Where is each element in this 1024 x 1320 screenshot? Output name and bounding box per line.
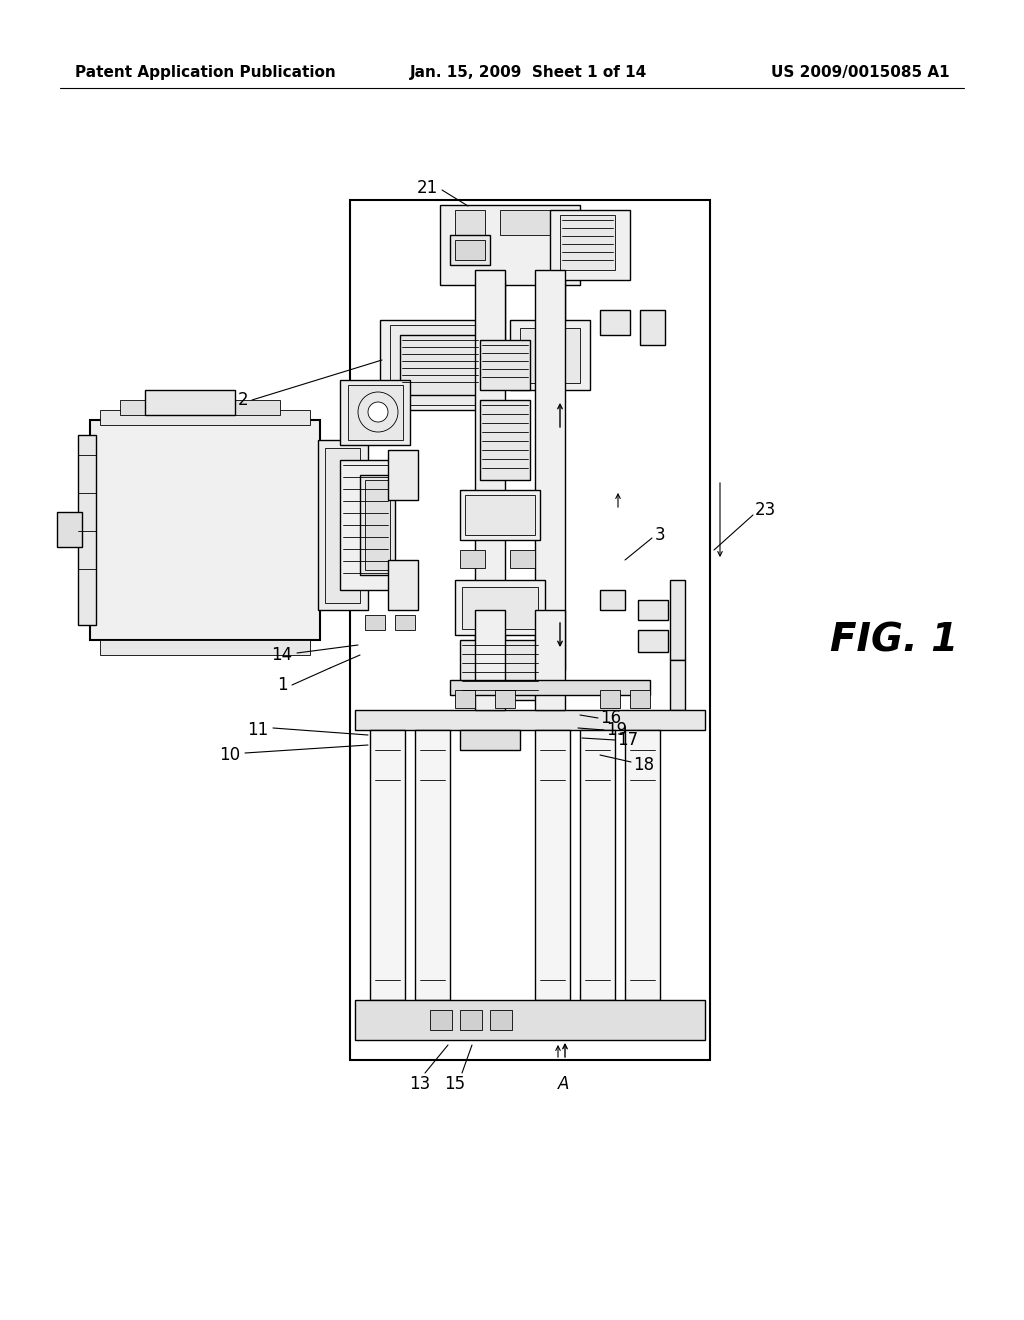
Bar bbox=[480, 341, 530, 389]
Bar bbox=[355, 710, 705, 730]
Text: Patent Application Publication: Patent Application Publication bbox=[75, 65, 336, 79]
Bar bbox=[325, 447, 360, 603]
Bar bbox=[100, 411, 310, 425]
Bar bbox=[520, 327, 580, 383]
Bar bbox=[550, 210, 630, 280]
Bar bbox=[360, 475, 395, 576]
Bar bbox=[230, 400, 280, 414]
Text: A: A bbox=[558, 1074, 569, 1093]
Bar bbox=[380, 319, 500, 411]
Text: 16: 16 bbox=[600, 709, 622, 727]
Bar bbox=[120, 400, 170, 414]
Bar bbox=[90, 420, 319, 640]
Bar bbox=[600, 690, 620, 708]
Bar bbox=[510, 319, 590, 389]
Bar bbox=[455, 579, 545, 635]
Bar bbox=[455, 240, 485, 260]
Bar bbox=[450, 680, 650, 696]
Text: 13: 13 bbox=[410, 1074, 431, 1093]
Text: 17: 17 bbox=[617, 731, 638, 748]
Text: 15: 15 bbox=[444, 1074, 466, 1093]
Bar bbox=[480, 280, 505, 341]
Bar bbox=[460, 730, 520, 750]
Bar bbox=[145, 389, 234, 414]
Text: 1: 1 bbox=[278, 676, 288, 694]
Bar bbox=[500, 210, 565, 235]
Bar bbox=[430, 1010, 452, 1030]
Text: 18: 18 bbox=[633, 756, 654, 774]
Bar bbox=[340, 459, 390, 590]
Bar bbox=[540, 280, 565, 341]
Text: 11: 11 bbox=[247, 721, 268, 739]
Bar bbox=[348, 385, 403, 440]
Circle shape bbox=[368, 403, 388, 422]
Bar bbox=[460, 490, 540, 540]
Bar bbox=[630, 690, 650, 708]
Text: Jan. 15, 2009  Sheet 1 of 14: Jan. 15, 2009 Sheet 1 of 14 bbox=[410, 65, 647, 79]
Bar bbox=[388, 450, 418, 500]
Text: 3: 3 bbox=[655, 525, 666, 544]
Text: 14: 14 bbox=[271, 645, 292, 664]
Bar bbox=[365, 615, 385, 630]
Bar bbox=[355, 1001, 705, 1040]
Bar bbox=[490, 1010, 512, 1030]
Text: US 2009/0015085 A1: US 2009/0015085 A1 bbox=[771, 65, 950, 79]
Bar bbox=[638, 601, 668, 620]
Text: 21: 21 bbox=[417, 180, 438, 197]
Bar bbox=[535, 610, 565, 710]
Bar bbox=[455, 690, 475, 708]
Bar bbox=[350, 201, 710, 1060]
Bar bbox=[580, 730, 615, 1001]
Bar bbox=[415, 730, 450, 1001]
Text: 19: 19 bbox=[606, 721, 627, 739]
Bar bbox=[575, 210, 600, 260]
Bar bbox=[465, 495, 535, 535]
Bar bbox=[600, 310, 630, 335]
Bar bbox=[460, 550, 485, 568]
Bar bbox=[340, 380, 410, 445]
Bar bbox=[625, 730, 660, 1001]
Bar bbox=[57, 512, 82, 546]
Bar bbox=[450, 235, 490, 265]
Bar bbox=[78, 436, 96, 624]
Bar bbox=[640, 310, 665, 345]
Bar bbox=[100, 640, 310, 655]
Bar bbox=[475, 610, 505, 710]
Bar bbox=[495, 690, 515, 708]
Bar bbox=[560, 215, 615, 271]
Bar bbox=[475, 271, 505, 671]
Bar bbox=[455, 210, 485, 235]
Bar bbox=[600, 590, 625, 610]
Bar bbox=[440, 205, 580, 285]
Bar bbox=[400, 335, 480, 395]
Text: 10: 10 bbox=[219, 746, 240, 764]
Bar bbox=[670, 579, 685, 660]
Circle shape bbox=[358, 392, 398, 432]
Bar bbox=[370, 730, 406, 1001]
Bar bbox=[460, 1010, 482, 1030]
Bar bbox=[480, 400, 530, 480]
Bar bbox=[638, 630, 668, 652]
Bar bbox=[460, 640, 540, 700]
Text: 2: 2 bbox=[238, 391, 248, 409]
Bar bbox=[462, 587, 538, 630]
Text: 23: 23 bbox=[755, 502, 776, 519]
Bar bbox=[318, 440, 368, 610]
Bar bbox=[510, 550, 535, 568]
Bar bbox=[395, 615, 415, 630]
Bar bbox=[365, 480, 390, 570]
Bar bbox=[390, 325, 490, 405]
Bar bbox=[388, 560, 418, 610]
Bar bbox=[670, 660, 685, 710]
Text: FIG. 1: FIG. 1 bbox=[830, 620, 958, 659]
Bar bbox=[535, 271, 565, 671]
Bar bbox=[535, 730, 570, 1001]
